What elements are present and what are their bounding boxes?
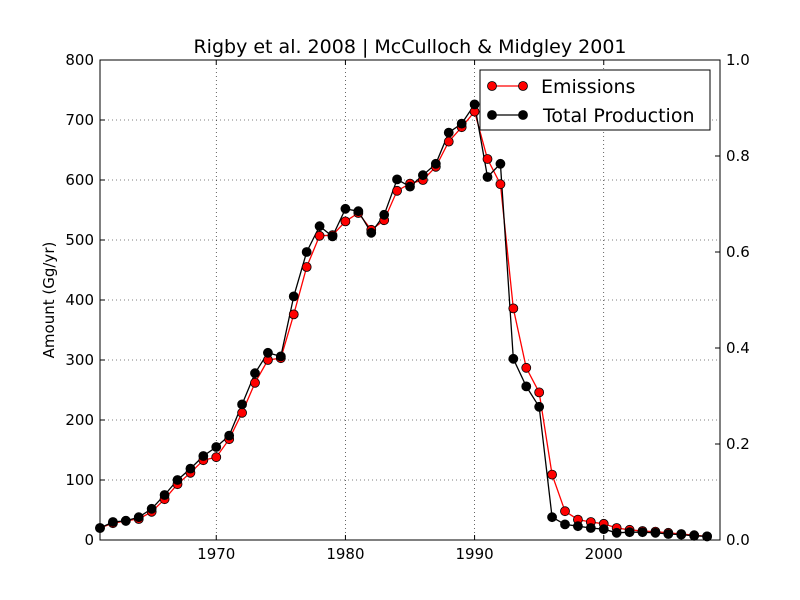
y-axis-left: 0 100 200 300 400 500 600 700 800 <box>65 51 105 549</box>
legend-marker-emissions <box>487 81 497 91</box>
data-point-total-production <box>650 527 661 538</box>
data-point-emissions <box>534 387 545 398</box>
data-point-total-production <box>237 399 247 410</box>
data-point-total-production <box>430 158 441 169</box>
data-point-total-production <box>418 170 428 181</box>
y2-tick-label: 1.0 <box>726 51 750 69</box>
y-tick-label: 200 <box>65 411 94 429</box>
data-point-total-production <box>108 517 118 527</box>
data-point-emissions <box>547 469 557 480</box>
legend-marker-total-production <box>518 110 528 120</box>
y2-tick-label: 0.0 <box>726 531 750 549</box>
data-point-total-production <box>224 430 235 441</box>
data-point-emissions <box>211 452 222 463</box>
data-point-total-production <box>263 347 273 358</box>
data-point-emissions <box>508 303 519 314</box>
data-point-total-production <box>495 158 506 169</box>
data-point-total-production <box>469 99 480 110</box>
x-tick-label: 1980 <box>326 545 364 563</box>
x-tick-label: 1990 <box>455 545 493 563</box>
data-point-total-production <box>288 291 299 302</box>
y-tick-label: 700 <box>65 111 94 129</box>
data-point-total-production <box>508 353 519 364</box>
data-point-total-production <box>340 203 351 214</box>
data-point-emissions <box>340 216 351 227</box>
data-point-total-production <box>676 529 687 540</box>
y-tick-label: 800 <box>65 51 94 69</box>
data-point-total-production <box>250 368 260 379</box>
data-point-total-production <box>327 231 338 242</box>
data-point-emissions <box>314 230 325 241</box>
legend-box <box>479 69 711 131</box>
chart-title: Rigby et al. 2008 | McCulloch & Midgley … <box>193 36 626 58</box>
y-tick-label: 400 <box>65 291 94 309</box>
data-point-total-production <box>185 463 196 474</box>
x-axis: 1970 1980 1990 2000 <box>197 60 623 563</box>
legend-label-emissions: Emissions <box>541 76 635 98</box>
data-point-total-production <box>573 521 583 532</box>
data-point-total-production <box>689 530 700 541</box>
data-point-emissions <box>392 185 402 196</box>
data-point-total-production <box>482 172 493 182</box>
data-point-total-production <box>353 206 364 217</box>
data-point-total-production <box>379 209 390 220</box>
data-point-total-production <box>443 127 454 138</box>
data-point-total-production <box>456 118 467 129</box>
data-point-total-production <box>120 515 131 526</box>
data-point-total-production <box>521 381 532 392</box>
data-point-total-production <box>547 512 557 523</box>
data-point-total-production <box>560 519 570 530</box>
data-point-total-production <box>275 351 286 362</box>
data-point-total-production <box>133 512 144 523</box>
data-point-total-production <box>663 529 674 539</box>
data-point-emissions <box>301 262 312 272</box>
y-axis-label: Amount (Gg/yr) <box>40 242 58 359</box>
y-tick-label: 500 <box>65 231 94 249</box>
legend: Emissions Total Production <box>479 69 711 131</box>
data-point-total-production <box>211 442 222 452</box>
data-point-total-production <box>146 503 157 514</box>
y-tick-label: 600 <box>65 171 94 189</box>
y2-tick-label: 0.2 <box>726 435 750 453</box>
y-axis-right: 0.0 0.2 0.4 0.6 0.8 1.0 <box>715 51 750 549</box>
series-points <box>95 99 712 542</box>
data-point-total-production <box>624 527 635 538</box>
data-point-emissions <box>482 154 493 164</box>
data-point-emissions <box>443 136 454 147</box>
data-point-total-production <box>598 524 609 535</box>
data-point-total-production <box>702 531 712 542</box>
y-tick-label: 300 <box>65 351 94 369</box>
data-point-total-production <box>611 527 622 538</box>
data-point-total-production <box>534 401 545 412</box>
data-point-emissions <box>521 362 532 373</box>
data-point-total-production <box>172 475 183 485</box>
legend-marker-total-production <box>487 110 497 120</box>
data-point-total-production <box>301 247 312 257</box>
data-point-total-production <box>405 181 415 192</box>
data-point-emissions <box>288 309 299 320</box>
legend-label-total-production: Total Production <box>542 105 695 127</box>
x-tick-label: 1970 <box>197 545 235 563</box>
data-point-emissions <box>250 377 260 388</box>
data-point-emissions <box>560 506 570 517</box>
data-point-emissions <box>495 179 506 190</box>
y2-tick-label: 0.4 <box>726 339 750 357</box>
y2-tick-label: 0.6 <box>726 243 750 261</box>
legend-marker-emissions <box>518 81 528 91</box>
data-point-total-production <box>159 490 170 500</box>
data-point-total-production <box>366 227 377 238</box>
data-point-total-production <box>314 221 325 232</box>
y2-tick-label: 0.8 <box>726 147 750 165</box>
data-point-total-production <box>637 527 648 538</box>
y-tick-label: 0 <box>84 531 94 549</box>
data-point-total-production <box>198 451 209 461</box>
y-tick-label: 100 <box>65 471 94 489</box>
data-point-total-production <box>585 523 596 533</box>
x-tick-label: 2000 <box>585 545 623 563</box>
data-point-total-production <box>392 174 402 185</box>
data-point-emissions <box>237 407 247 418</box>
